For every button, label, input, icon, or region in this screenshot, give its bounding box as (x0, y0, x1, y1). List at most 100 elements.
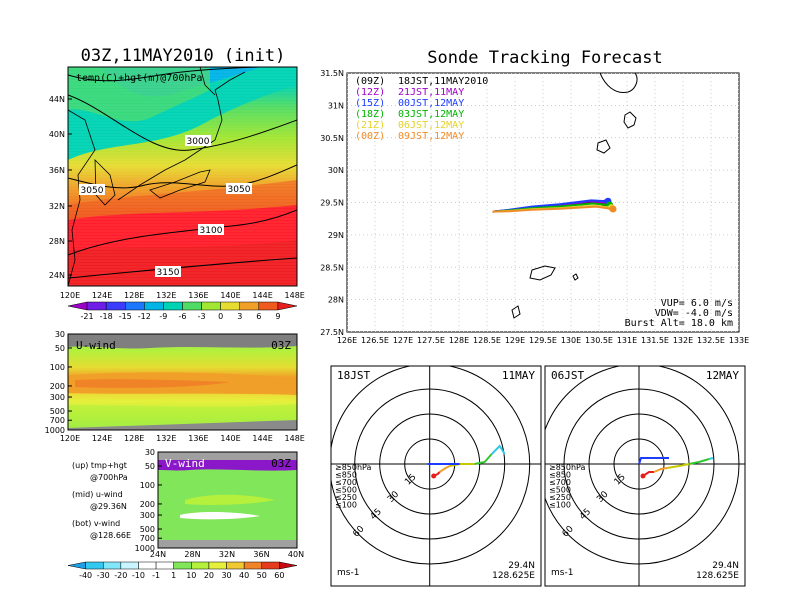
map-label: temp(C)+hgt(m)@700hPa (76, 73, 202, 84)
map-lon-tick: 136E (188, 291, 208, 300)
track-lat-tick: 27.5N (320, 328, 344, 337)
v-lat-tick: 24N (150, 550, 166, 559)
v-colorbar-swatch (261, 561, 280, 570)
v-pressure-tick: 1000 (135, 544, 155, 553)
u-pressure-tick: 50 (55, 344, 65, 353)
temp-colorbar-label: -21 (81, 312, 94, 321)
v-colorbar-label: 1 (171, 571, 176, 580)
temp-colorbar-swatch (105, 301, 126, 311)
track-lon-tick: 128.5E (473, 336, 501, 345)
track-legend-code: (09Z) (355, 76, 385, 87)
temp-colorbar-label: -9 (159, 312, 167, 321)
level-legend: ≥850hPa (335, 463, 372, 472)
v-colorbar-swatch (279, 561, 298, 570)
u-pressure-tick: 100 (50, 363, 65, 372)
v-colorbar-label: -30 (97, 571, 110, 580)
map-lat-tick: 40N (49, 130, 65, 139)
level-legend: ≤100 (335, 501, 357, 510)
wind-profile-segment (474, 453, 493, 465)
track-legend-time: 21JST,11MAY (398, 87, 464, 98)
u-wind-time: 03Z (271, 339, 291, 352)
v-pressure-tick: 700 (140, 534, 155, 543)
track-lat-tick: 28N (328, 296, 344, 305)
track-lat-tick: 31N (328, 101, 344, 110)
v-colorbar-label: 30 (221, 571, 231, 580)
contour-label: 3000 (187, 137, 210, 147)
track-legend-time: 09JST,12MAY (398, 131, 464, 142)
track-lon-tick: 127E (393, 336, 413, 345)
u-lon-tick: 124E (92, 434, 112, 443)
temp-colorbar-swatch (144, 301, 164, 311)
track-lat-tick: 28.5N (320, 263, 344, 272)
contour-label-bg (155, 266, 181, 277)
island (572, 273, 579, 281)
v-colorbar-swatch (173, 561, 192, 570)
track-lon-tick: 126E (337, 336, 357, 345)
track-lon-tick: 130E (561, 336, 581, 345)
temp-colorbar-label: 9 (275, 312, 280, 321)
side-legend-sub: @700hPa (90, 473, 128, 482)
wind-profile-segment (638, 457, 669, 465)
coastline (599, 73, 638, 94)
u-pressure-tick: 500 (50, 407, 65, 416)
v-lat-tick: 28N (184, 550, 200, 559)
track-legend-time: 06JST,12MAY (398, 120, 464, 131)
temp-colorbar-swatch (201, 301, 221, 311)
v-colorbar-label: -20 (114, 571, 127, 580)
v-colorbar-label: -10 (132, 571, 145, 580)
track-legend-time: 00JST,12MAY (398, 98, 464, 109)
contour-label: 3050 (81, 186, 104, 196)
v-colorbar-swatch (191, 561, 210, 570)
landing-point (609, 205, 617, 213)
level-legend: ≤850 (335, 471, 357, 480)
u-pressure-tick: 1000 (45, 426, 65, 435)
v-pressure-tick: 500 (140, 525, 155, 534)
v-pressure-tick: 100 (140, 481, 155, 490)
v-colorbar-swatch (208, 561, 227, 570)
v-pressure-tick: 50 (145, 462, 155, 471)
track-param: VDW= -4.0 m/s (655, 308, 733, 319)
u-lon-tick: 144E (252, 434, 272, 443)
track-lon-tick: 127.5E (417, 336, 445, 345)
v-colorbar-swatch (226, 561, 245, 570)
location-lat: 29.4N (508, 561, 535, 571)
u-lon-tick: 120E (60, 434, 80, 443)
temp-colorbar-label: -12 (138, 312, 151, 321)
u-pressure-tick: 200 (50, 382, 65, 391)
v-lat-tick: 40N (288, 550, 304, 559)
v-pressure-tick: 30 (145, 448, 155, 457)
temp-colorbar-swatch (67, 301, 88, 311)
track-lon-tick: 133E (729, 336, 749, 345)
track-lon-tick: 128E (449, 336, 469, 345)
map-lat-tick: 28N (49, 237, 65, 246)
map-lon-tick: 128E (124, 291, 144, 300)
temp-colorbar-swatch (86, 301, 107, 311)
track-lon-tick: 131E (617, 336, 637, 345)
u-lon-tick: 140E (220, 434, 240, 443)
level-legend: ≤500 (549, 486, 571, 495)
v-colorbar-label: 20 (204, 571, 214, 580)
v-colorbar-swatch (120, 561, 139, 570)
track-lat-tick: 29.5N (320, 199, 344, 208)
side-legend-line: (bot) v-wind (72, 519, 120, 528)
v-colorbar-swatch (67, 561, 86, 570)
temp-colorbar-label: -15 (119, 312, 132, 321)
right-title: Sonde Tracking Forecast (427, 48, 662, 68)
level-legend: ≤700 (549, 478, 571, 487)
hodograph-time: 18JST (337, 369, 370, 382)
map-lat-tick: 36N (49, 166, 65, 175)
contour-label: 3050 (228, 185, 251, 195)
temp-colorbar-swatch (277, 301, 298, 311)
track-lat-tick: 30N (328, 166, 344, 175)
temp-colorbar-swatch (182, 301, 202, 311)
v-colorbar-swatch (102, 561, 122, 570)
surface-wind-point (431, 473, 437, 479)
u-lon-tick: 148E (285, 434, 305, 443)
side-legend-line: (up) tmp+hgt (72, 461, 127, 470)
v-colorbar-swatch (243, 561, 263, 570)
level-legend: ≤500 (335, 486, 357, 495)
